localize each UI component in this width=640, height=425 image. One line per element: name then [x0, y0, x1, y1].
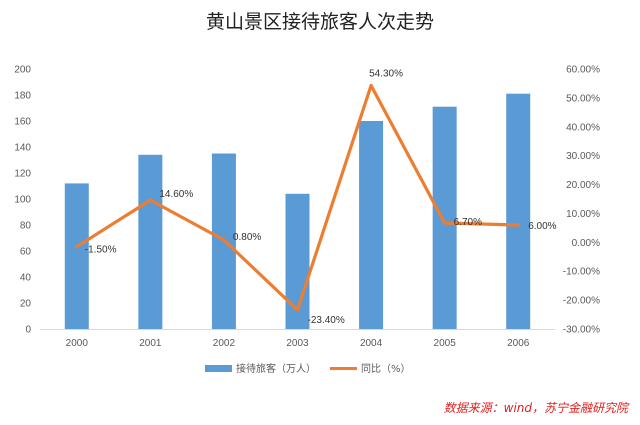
- bar-2000: [64, 183, 89, 329]
- line-series: -1.50% 14.60% 0.80% -23.40% 54.30% 6.70% 6.00%: [75, 68, 557, 326]
- data-label: -1.50%: [85, 245, 117, 256]
- right-tick-label: -20.00%: [563, 296, 600, 307]
- data-label: 14.60%: [159, 189, 193, 200]
- right-tick-label: 60.00%: [566, 65, 600, 76]
- legend: 接待旅客（万人） 同比（%）: [205, 362, 411, 375]
- right-tick-label: 30.00%: [566, 151, 600, 162]
- right-tick-label: 10.00%: [566, 209, 600, 220]
- right-tick-label: 20.00%: [566, 180, 600, 191]
- left-tick-label: 120: [14, 169, 31, 180]
- x-tick-label: 2004: [360, 338, 383, 349]
- line-point: [516, 223, 520, 227]
- data-label: 6.00%: [528, 221, 556, 232]
- line-point: [369, 83, 373, 87]
- right-tick-label: 50.00%: [566, 93, 600, 104]
- chart-title: 黄山景区接待旅客人次走势: [206, 11, 434, 33]
- x-tick-label: 2005: [434, 338, 457, 349]
- left-tick-label: 140: [14, 143, 31, 154]
- legend-label-bar: 接待旅客（万人）: [236, 362, 316, 375]
- right-tick-label: -10.00%: [563, 267, 600, 278]
- data-label: 6.70%: [454, 217, 482, 228]
- data-label: 0.80%: [233, 232, 261, 243]
- line-point: [296, 308, 299, 312]
- source-note: 数据来源：wind，苏宁金融研究院: [444, 401, 630, 415]
- bar-2006: [506, 93, 531, 329]
- data-label: 54.30%: [369, 68, 403, 79]
- bar-series: [64, 93, 531, 329]
- left-tick-label: 20: [20, 299, 32, 310]
- bar-2005: [432, 106, 457, 329]
- left-tick-label: 200: [14, 65, 31, 76]
- right-axis: -30.00% -20.00% -10.00% 0.00% 10.00% 20.00% 30…: [563, 65, 600, 336]
- x-tick-label: 2001: [139, 338, 162, 349]
- left-tick-label: 100: [14, 195, 31, 206]
- left-tick-label: 80: [20, 221, 32, 232]
- x-tick-label: 2006: [507, 338, 530, 349]
- right-tick-label: -30.00%: [563, 325, 600, 336]
- left-tick-label: 180: [14, 91, 31, 102]
- line-point: [222, 238, 226, 242]
- x-tick-label: 2003: [286, 338, 309, 349]
- right-tick-label: 0.00%: [572, 238, 600, 249]
- left-tick-label: 60: [20, 247, 32, 258]
- left-tick-label: 160: [14, 117, 31, 128]
- left-axis: 0 20 40 60 80 100 120 140 160 180 200: [14, 65, 31, 336]
- x-tick-label: 2002: [213, 338, 236, 349]
- bar-2004: [359, 121, 384, 329]
- bar-2001: [138, 154, 163, 329]
- data-label: -23.40%: [308, 315, 345, 326]
- line-point: [443, 221, 447, 225]
- line-point: [75, 245, 79, 249]
- left-tick-label: 0: [25, 325, 31, 336]
- x-tick-label: 2000: [66, 338, 89, 349]
- line-point: [148, 198, 152, 202]
- legend-swatch-bar: [205, 365, 232, 372]
- x-axis: 2000 2001 2002 2003 2004 2005 2006: [66, 338, 530, 349]
- right-tick-label: 40.00%: [566, 122, 600, 133]
- legend-label-line: 同比（%）: [361, 363, 411, 375]
- left-tick-label: 40: [20, 273, 32, 284]
